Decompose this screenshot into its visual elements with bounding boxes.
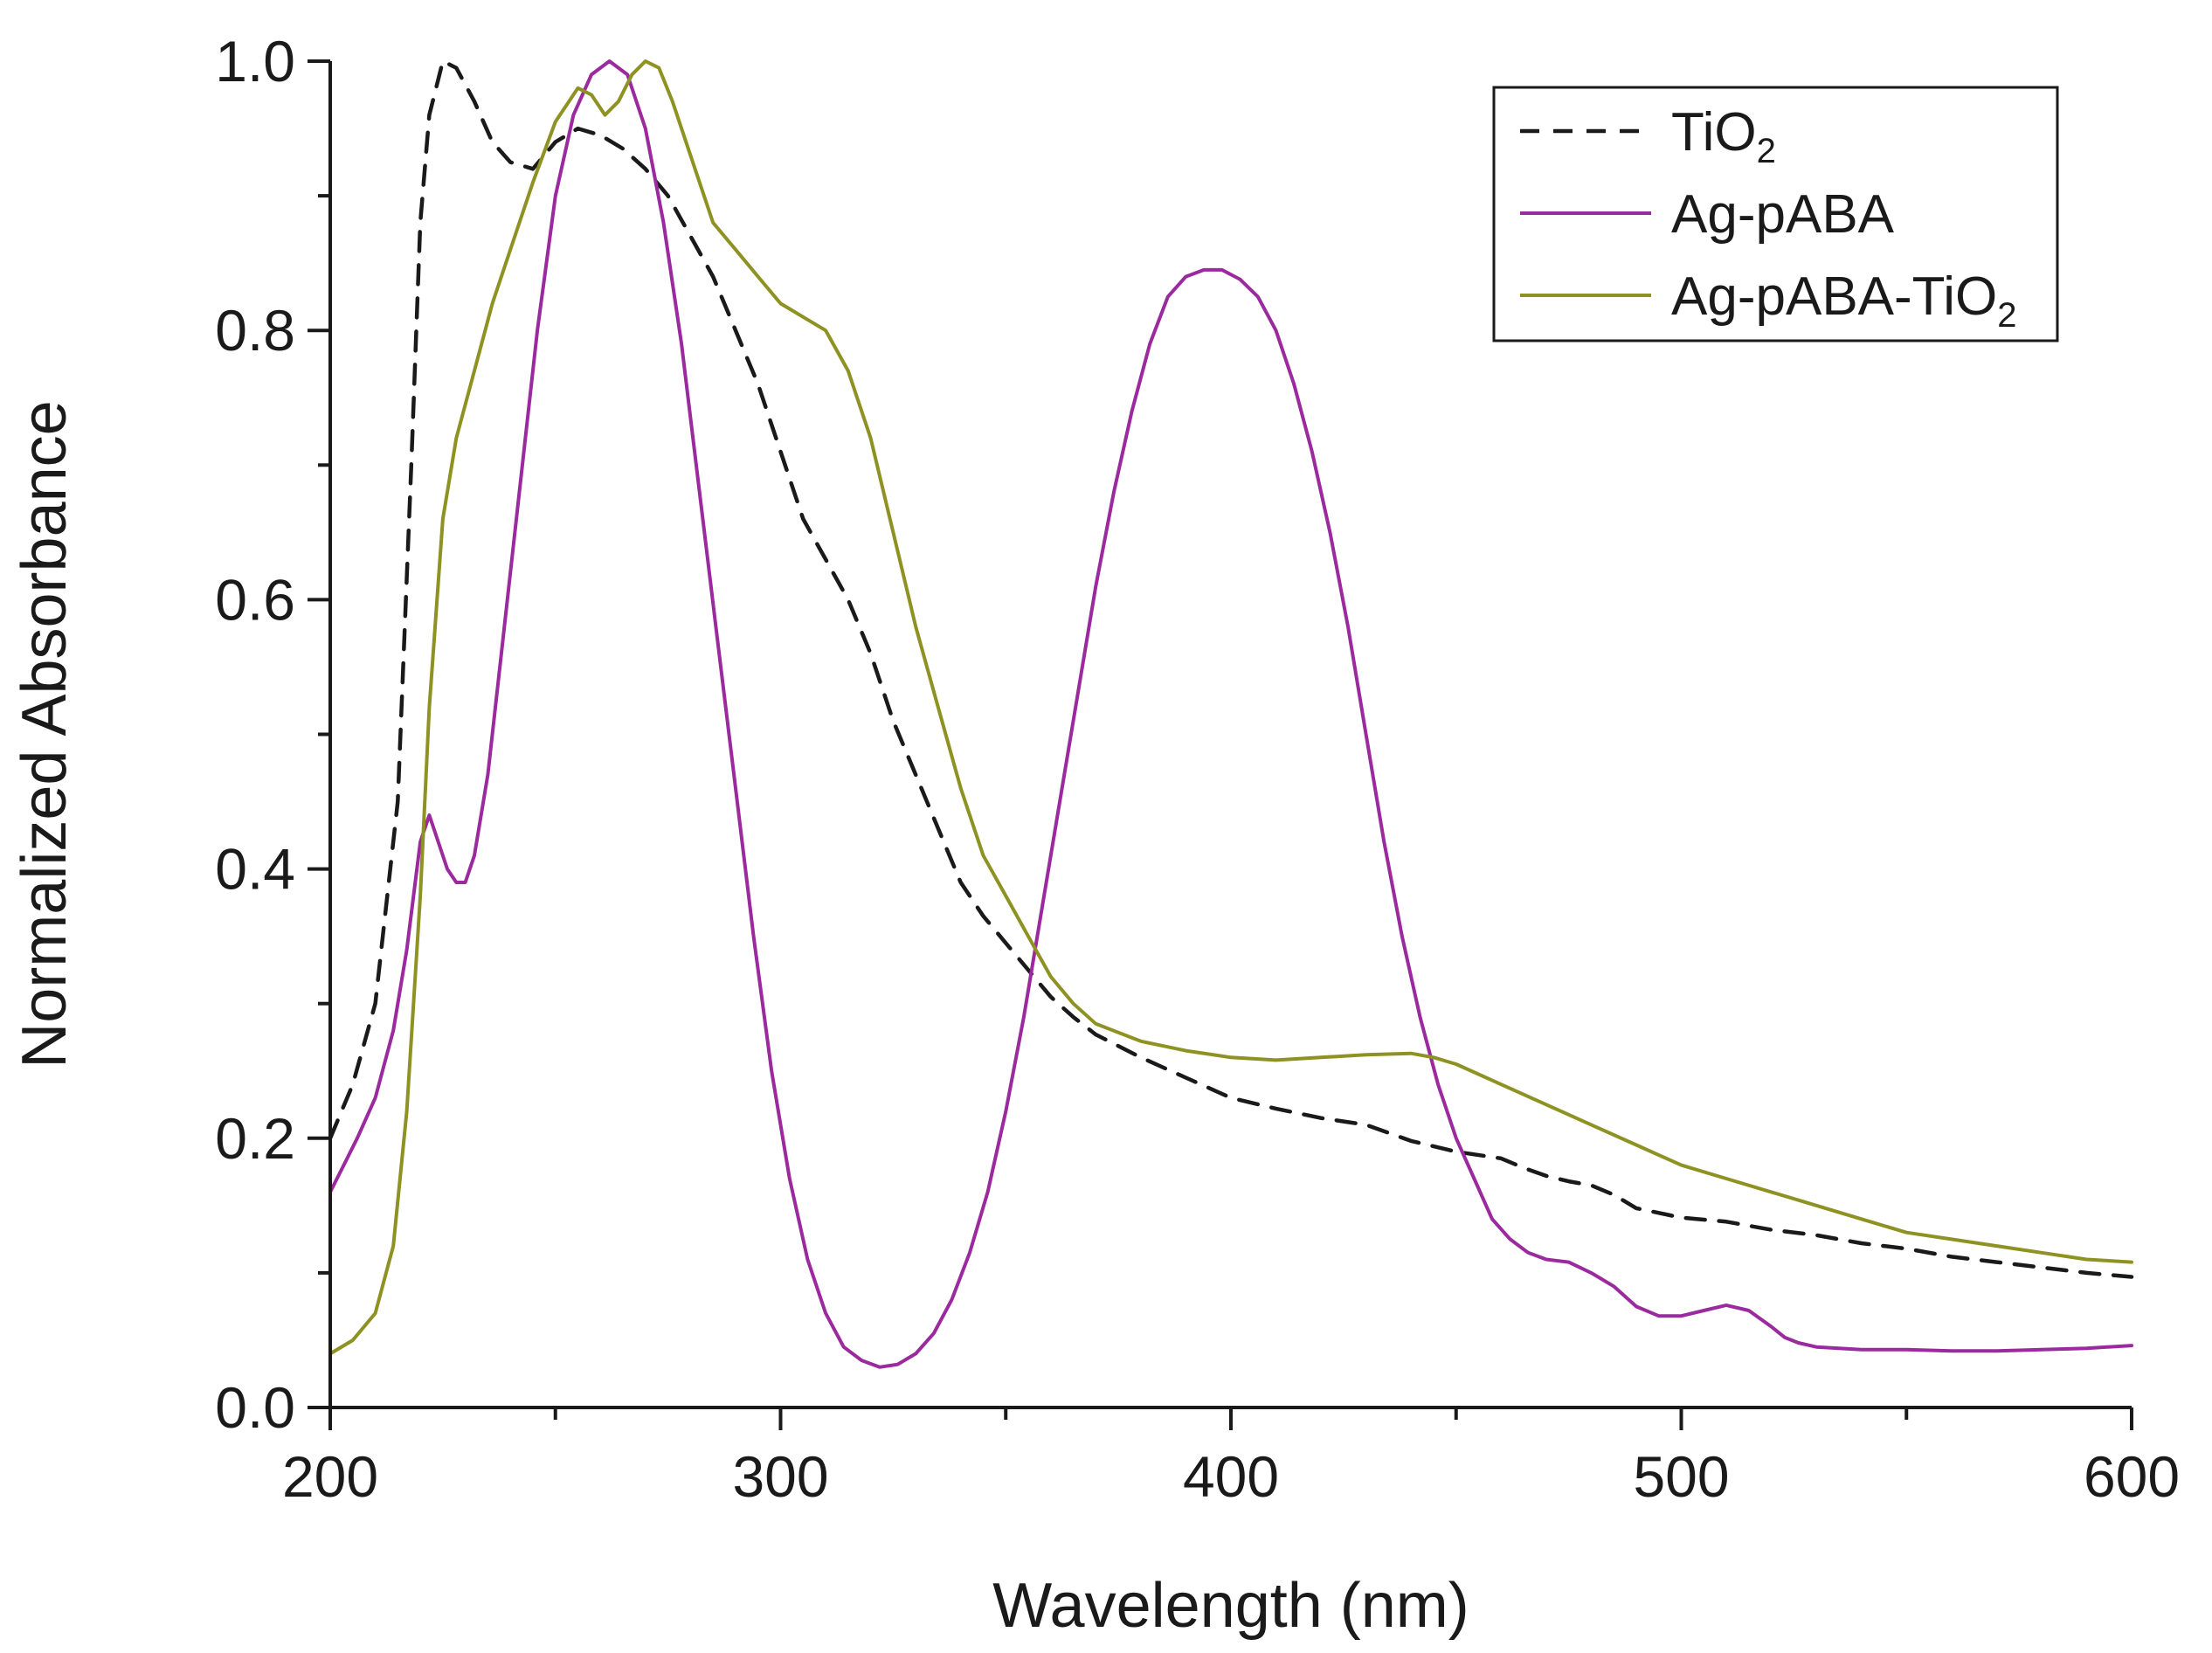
legend: TiO2 Ag-pABA Ag-pABA-TiO2 <box>1492 86 2059 342</box>
y-tick-label: 0.4 <box>215 837 295 902</box>
legend-label: Ag-pABA-TiO2 <box>1671 266 2017 335</box>
series-line-ag-paba <box>328 59 2133 1369</box>
y-tick-label: 1.0 <box>215 29 295 93</box>
x-tick-label: 500 <box>1633 1444 1729 1509</box>
y-tick-label: 0.2 <box>215 1106 295 1171</box>
legend-label: Ag-pABA <box>1671 184 1895 245</box>
plot-lines <box>328 59 2134 1369</box>
x-tick-label: 300 <box>732 1444 828 1509</box>
legend-label: TiO2 <box>1671 102 1776 170</box>
series-line-tio2 <box>328 59 2134 1279</box>
y-tick-label: 0.6 <box>215 567 295 632</box>
x-tick-label: 400 <box>1183 1444 1279 1509</box>
x-tick-label: 200 <box>282 1444 378 1509</box>
axes: 200 300 400 500 600 0.0 0.2 0.4 0.6 0.8 1.0 Wavelen… <box>10 29 2180 1641</box>
y-tick-label: 0.0 <box>215 1375 295 1440</box>
series-line-ag-paba-tio2 <box>328 59 2133 1356</box>
x-axis-title: Wavelength (nm) <box>992 1571 1469 1641</box>
y-axis-title: Normalized Absorbance <box>10 400 79 1068</box>
x-tick-label: 600 <box>2084 1444 2180 1509</box>
y-tick-label: 0.8 <box>215 298 295 363</box>
